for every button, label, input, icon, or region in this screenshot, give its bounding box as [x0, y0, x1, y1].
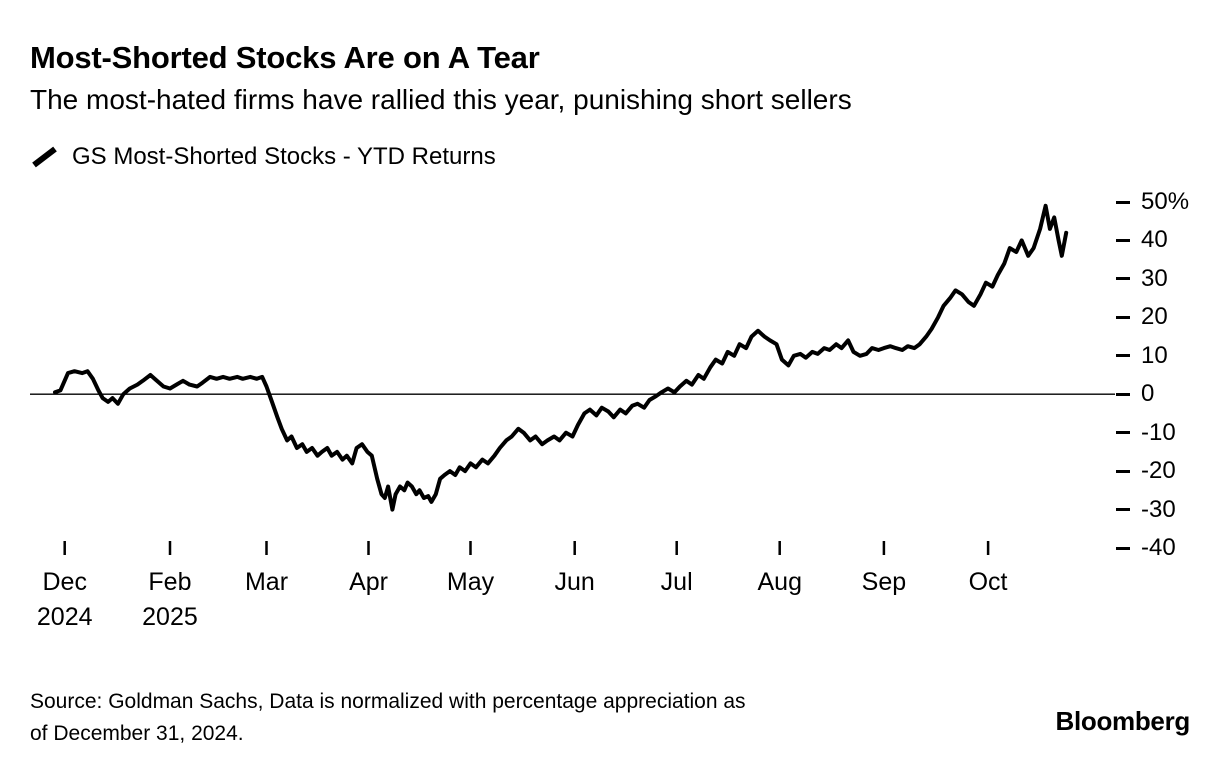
- x-tick-year: 2025: [142, 603, 198, 631]
- y-axis-tick: 40: [1116, 225, 1168, 255]
- y-tick-label: -30: [1141, 495, 1176, 523]
- y-tick-label: 40: [1141, 226, 1168, 254]
- x-tick-label: May: [446, 568, 495, 596]
- y-axis-tick: -10: [1116, 418, 1176, 448]
- y-tick-label: 50%: [1141, 188, 1190, 215]
- y-tick-dash-icon: [1116, 354, 1130, 358]
- y-tick-label: -40: [1141, 534, 1176, 561]
- y-tick-label: 30: [1141, 264, 1168, 292]
- y-tick-label: 20: [1141, 303, 1168, 331]
- x-tick-label: Jul: [660, 568, 693, 596]
- y-tick-label: -10: [1141, 418, 1176, 446]
- chart-title: Most-Shorted Stocks Are on A Tear: [30, 40, 540, 75]
- y-axis-tick: 30: [1116, 264, 1168, 294]
- x-tick-label: Mar: [244, 568, 289, 596]
- legend-line-swatch-icon: [32, 146, 57, 168]
- x-tick-label: Jun: [554, 568, 595, 596]
- legend-label: GS Most-Shorted Stocks - YTD Returns: [72, 143, 496, 170]
- x-tick-label: Oct: [968, 568, 1008, 596]
- x-tick-label: Apr: [349, 568, 388, 596]
- y-tick-dash-icon: [1116, 431, 1130, 435]
- y-tick-dash-icon: [1116, 392, 1130, 396]
- y-axis-tick: -20: [1116, 456, 1176, 486]
- series-path: [53, 203, 1069, 512]
- y-tick-dash-icon: [1116, 546, 1130, 550]
- y-axis-tick: 10: [1116, 341, 1168, 371]
- y-tick-label: -20: [1141, 457, 1176, 485]
- legend: GS Most-Shorted Stocks - YTD Returns: [30, 143, 496, 171]
- x-tick-label: Sep: [861, 568, 907, 596]
- line-chart: [30, 203, 1115, 555]
- source-note: Source: Goldman Sachs, Data is normalize…: [30, 686, 746, 749]
- x-tick-label: Feb: [148, 568, 192, 596]
- y-tick-dash-icon: [1116, 277, 1130, 281]
- y-tick-dash-icon: [1116, 238, 1130, 242]
- x-tick-label: Dec: [42, 568, 87, 596]
- source-line-2: of December 31, 2024.: [30, 721, 244, 745]
- y-axis-tick: 0: [1116, 379, 1154, 409]
- y-tick-label: 0: [1141, 380, 1155, 408]
- y-tick-dash-icon: [1116, 200, 1130, 204]
- y-axis-tick: -30: [1116, 495, 1176, 525]
- y-tick-dash-icon: [1116, 315, 1130, 319]
- y-tick-label: 10: [1141, 341, 1168, 369]
- x-tick-label: Aug: [757, 568, 802, 596]
- y-tick-dash-icon: [1116, 469, 1130, 473]
- source-line-1: Source: Goldman Sachs, Data is normalize…: [30, 690, 746, 713]
- y-axis-tick: 50%: [1116, 187, 1189, 217]
- chart-subtitle: The most-hated firms have rallied this y…: [30, 84, 852, 115]
- x-tick-year: 2024: [36, 603, 93, 631]
- y-axis-tick: 20: [1116, 302, 1168, 332]
- y-axis-tick: -40: [1116, 533, 1176, 563]
- bloomberg-logo: Bloomberg: [1055, 706, 1190, 736]
- y-tick-dash-icon: [1116, 508, 1130, 512]
